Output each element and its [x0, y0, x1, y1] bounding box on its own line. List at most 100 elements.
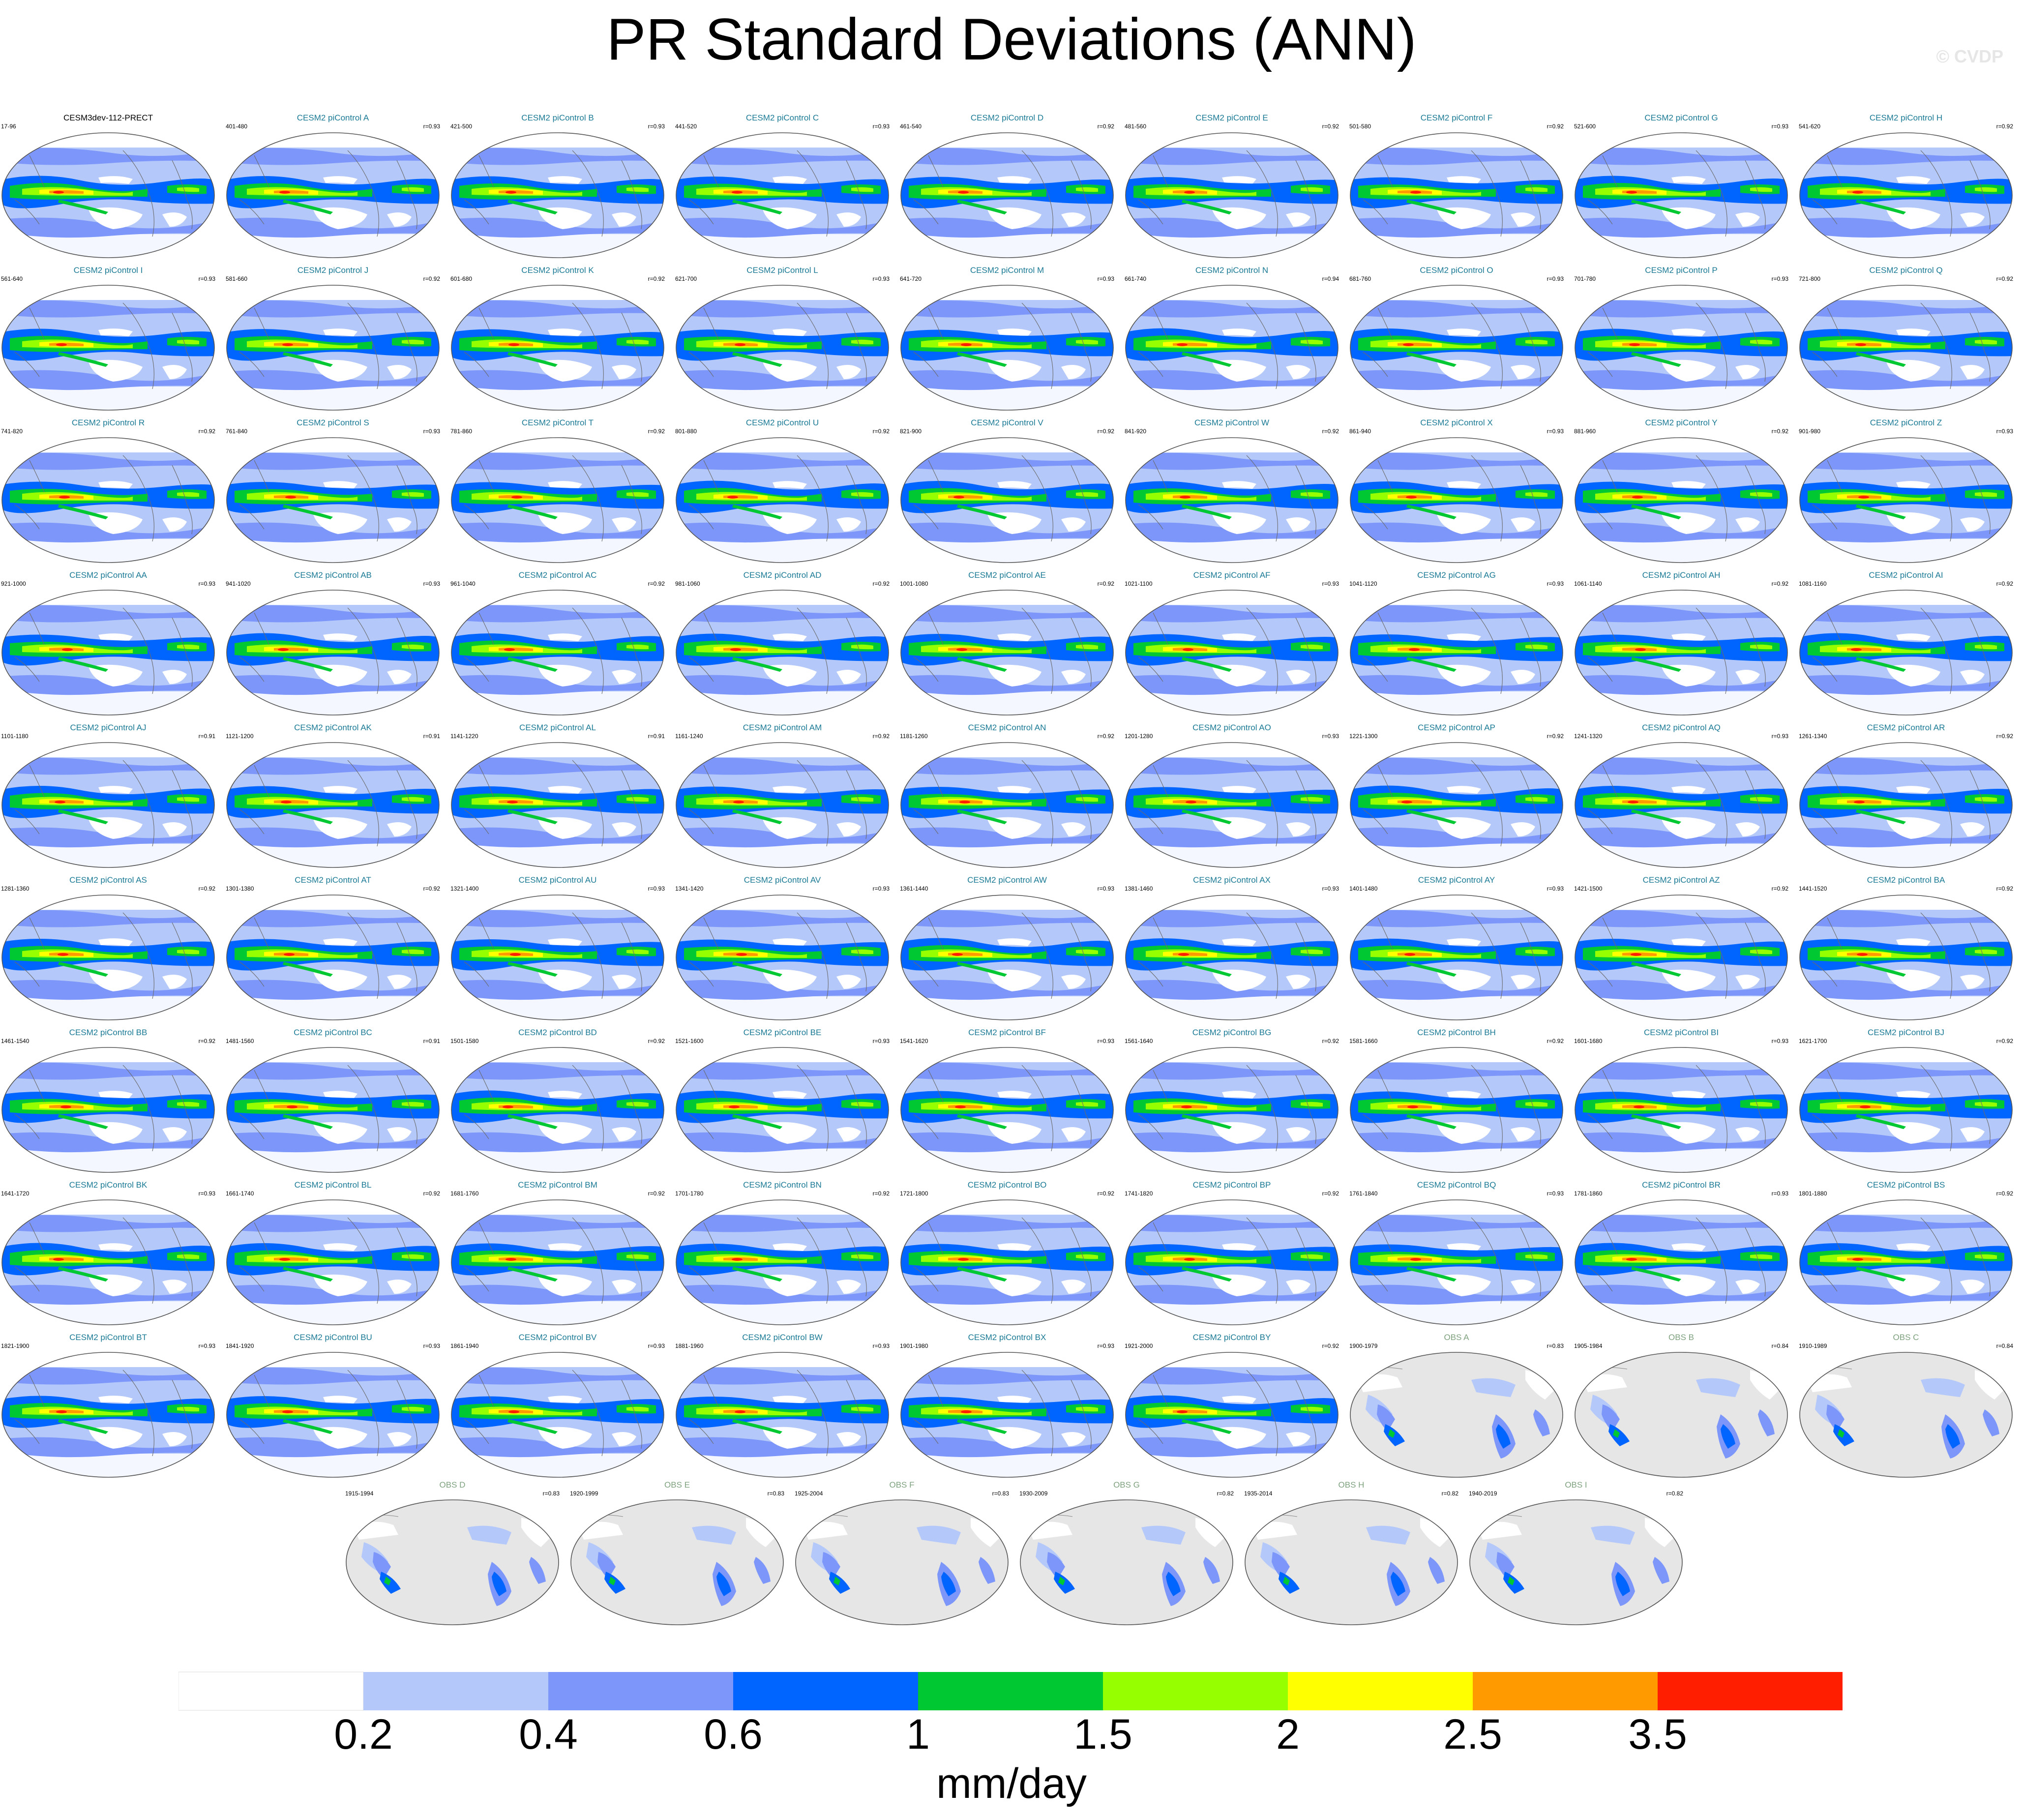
map-panel: OBS E 1920-1999 r=0.83: [569, 1480, 785, 1628]
map-field: [1800, 590, 2012, 715]
panel-title: CESM2 piControl AX: [1193, 875, 1271, 885]
map-frame: [900, 1352, 1114, 1478]
panel-pattern-correlation: r=0.92: [1322, 428, 1339, 435]
panel-years: 1781-1860: [1574, 1190, 1603, 1197]
map-panel: CESM2 piControl BE 1521-1600 r=0.93: [674, 1028, 891, 1175]
panel-title: CESM2 piControl AG: [1417, 570, 1496, 580]
panel-years: 801-880: [675, 428, 697, 435]
map-frame: [1, 437, 215, 563]
panel-title: CESM2 piControl Z: [1870, 418, 1942, 427]
panel-title: CESM2 piControl C: [745, 113, 819, 122]
map-field: [901, 895, 1113, 1020]
map-frame: [1, 1047, 215, 1173]
panel-years: 1461-1540: [1, 1038, 30, 1044]
panel-pattern-correlation: r=0.93: [1996, 428, 2013, 435]
map-panel: OBS B 1905-1984 r=0.84: [1573, 1333, 1789, 1480]
panel-years: 1081-1160: [1799, 580, 1827, 587]
panel-pattern-correlation: r=0.93: [1322, 733, 1339, 740]
map-panel: CESM2 piControl E 481-560 r=0.92: [1124, 113, 1340, 261]
colorbar-box: [363, 1672, 548, 1710]
map-panel: CESM2 piControl AR 1261-1340 r=0.92: [1798, 723, 2014, 870]
map-plot: [1469, 1499, 1683, 1625]
panel-title: CESM2 piControl AN: [968, 723, 1046, 732]
map-field: [2, 1352, 214, 1477]
map-frame: [451, 1352, 664, 1478]
panel-title: CESM2 piControl Q: [1869, 266, 1943, 275]
panel-pattern-correlation: r=0.93: [198, 275, 215, 282]
panel-pattern-correlation: r=0.92: [1996, 275, 2013, 282]
panel-years: 841-920: [1125, 428, 1147, 435]
map-field: [1800, 1200, 2012, 1325]
map-field: [676, 1047, 889, 1172]
map-frame: [676, 1352, 889, 1478]
map-field: [1126, 590, 1338, 715]
panel-title: CESM2 piControl H: [1869, 113, 1943, 122]
map-panel: CESM2 piControl A 401-480 r=0.93: [225, 113, 441, 261]
map-panel: CESM2 piControl AS 1281-1360 r=0.92: [0, 875, 216, 1023]
map-plot: [900, 437, 1114, 563]
panel-pattern-correlation: r=0.92: [872, 580, 890, 587]
map-frame: [1575, 590, 1788, 716]
panel-pattern-correlation: r=0.92: [1097, 1190, 1114, 1197]
map-field: [451, 1352, 664, 1477]
panel-title: CESM2 piControl BP: [1192, 1180, 1271, 1190]
map-panel: CESM2 piControl BL 1661-1740 r=0.92: [225, 1180, 441, 1328]
panel-pattern-correlation: r=0.91: [423, 733, 440, 740]
panel-pattern-correlation: r=0.93: [1771, 733, 1788, 740]
map-plot: [676, 895, 889, 1020]
colorbar-box: [733, 1672, 918, 1710]
panel-pattern-correlation: r=0.92: [1996, 1190, 2013, 1197]
panel-years: 661-740: [1125, 275, 1147, 282]
panel-title: CESM2 piControl V: [971, 418, 1043, 427]
map-panel: CESM2 piControl AH 1061-1140 r=0.92: [1573, 570, 1789, 718]
map-plot: [1575, 590, 1788, 716]
map-plot: [1125, 590, 1339, 716]
map-plot: [226, 1047, 440, 1173]
map-frame: [451, 742, 664, 868]
map-field: [2, 133, 214, 258]
map-plot: [900, 895, 1114, 1020]
map-plot: [900, 1352, 1114, 1478]
panel-years: 561-640: [1, 275, 23, 282]
panel-title: CESM2 piControl AL: [519, 723, 596, 732]
map-field: [676, 438, 889, 563]
map-plot: [1125, 437, 1339, 563]
map-field: [1575, 590, 1787, 715]
panel-title: CESM2 piControl BK: [69, 1180, 148, 1190]
map-field: [901, 743, 1113, 867]
panel-title: CESM2 piControl AD: [743, 570, 822, 580]
panel-years: 941-1020: [226, 580, 251, 587]
panel-title: CESM2 piControl O: [1420, 266, 1493, 275]
panel-years: 1161-1240: [675, 733, 703, 740]
map-field: [1350, 590, 1563, 715]
map-plot: [1, 1199, 215, 1325]
map-frame: [1799, 590, 2013, 716]
map-field: [227, 1047, 439, 1172]
map-plot: [1125, 742, 1339, 868]
colorbar-box: [918, 1672, 1103, 1710]
map-plot: [1350, 895, 1563, 1020]
map-field: [901, 133, 1113, 258]
map-frame: [1799, 895, 2013, 1020]
panel-years: 881-960: [1574, 428, 1596, 435]
map-frame: [451, 1047, 664, 1173]
map-plot: [1350, 1352, 1563, 1478]
map-frame: [1125, 895, 1339, 1020]
map-field: [676, 285, 889, 410]
panel-pattern-correlation: r=0.92: [1097, 580, 1114, 587]
map-plot: [1125, 132, 1339, 258]
map-frame: [795, 1499, 1009, 1625]
map-frame: [676, 132, 889, 258]
map-frame: [226, 895, 440, 1020]
map-field: [676, 895, 889, 1020]
map-panel: OBS F 1925-2004 r=0.83: [794, 1480, 1010, 1628]
panel-title: CESM2 piControl BN: [743, 1180, 822, 1190]
panel-pattern-correlation: r=0.92: [423, 1190, 440, 1197]
map-plot: [1125, 1047, 1339, 1173]
map-frame: [1125, 1199, 1339, 1325]
map-plot: [346, 1499, 559, 1625]
map-panel: CESM2 piControl AX 1381-1460 r=0.93: [1124, 875, 1340, 1023]
panel-title: CESM2 piControl AE: [968, 570, 1046, 580]
map-plot: [1, 590, 215, 716]
map-panel: CESM2 piControl BR 1781-1860 r=0.93: [1573, 1180, 1789, 1328]
